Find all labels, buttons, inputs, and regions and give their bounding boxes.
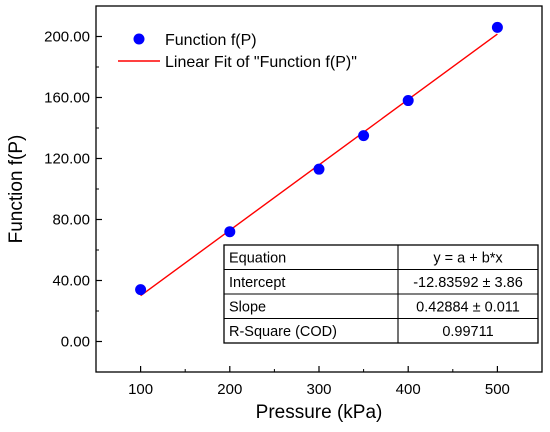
x-axis-title: Pressure (kPa) bbox=[256, 402, 383, 423]
fit-table-label: R-Square (COD) bbox=[229, 324, 337, 340]
x-tick-label: 400 bbox=[396, 381, 421, 398]
x-tick-label: 300 bbox=[306, 381, 331, 398]
fit-table-label: Intercept bbox=[229, 275, 285, 291]
x-tick-label: 500 bbox=[485, 381, 510, 398]
legend: Function f(P) Linear Fit of "Function f(P… bbox=[118, 32, 357, 71]
y-tick-label: 80.00 bbox=[52, 212, 90, 229]
x-axis-ticks: 100 200 300 400 500 bbox=[128, 366, 510, 398]
y-axis-ticks: 0.00 40.00 80.00 120.00 160.00 200.00 bbox=[44, 29, 102, 351]
y-tick-label: 160.00 bbox=[44, 90, 90, 107]
y-tick-label: 200.00 bbox=[44, 29, 90, 46]
data-point bbox=[135, 284, 147, 296]
fit-table-value: 0.99711 bbox=[442, 324, 493, 340]
data-point bbox=[402, 95, 414, 107]
y-tick-label: 0.00 bbox=[61, 334, 90, 351]
fit-table-label: Slope bbox=[229, 299, 266, 315]
fit-table-value: 0.42884 ± 0.011 bbox=[416, 299, 520, 315]
y-tick-label: 120.00 bbox=[44, 151, 90, 168]
legend-marker-scatter bbox=[133, 33, 145, 45]
legend-label-fit: Linear Fit of "Function f(P)" bbox=[165, 54, 357, 71]
x-tick-label: 100 bbox=[128, 381, 153, 398]
y-tick-label: 40.00 bbox=[52, 273, 90, 290]
fit-table-value: y = a + b*x bbox=[433, 250, 503, 266]
data-point bbox=[224, 226, 236, 238]
fit-table-label: Equation bbox=[229, 250, 286, 266]
data-point bbox=[358, 130, 370, 142]
series-layer bbox=[135, 21, 503, 297]
y-axis-title: Function f(P) bbox=[6, 135, 27, 244]
data-point bbox=[491, 21, 503, 33]
x-tick-label: 200 bbox=[217, 381, 242, 398]
fit-result-table: Equation y = a + b*x Intercept -12.83592 ± … bbox=[223, 244, 539, 344]
data-point bbox=[313, 163, 325, 175]
fit-table-value: -12.83592 ± 3.86 bbox=[413, 275, 523, 291]
legend-label-scatter: Function f(P) bbox=[165, 32, 257, 49]
